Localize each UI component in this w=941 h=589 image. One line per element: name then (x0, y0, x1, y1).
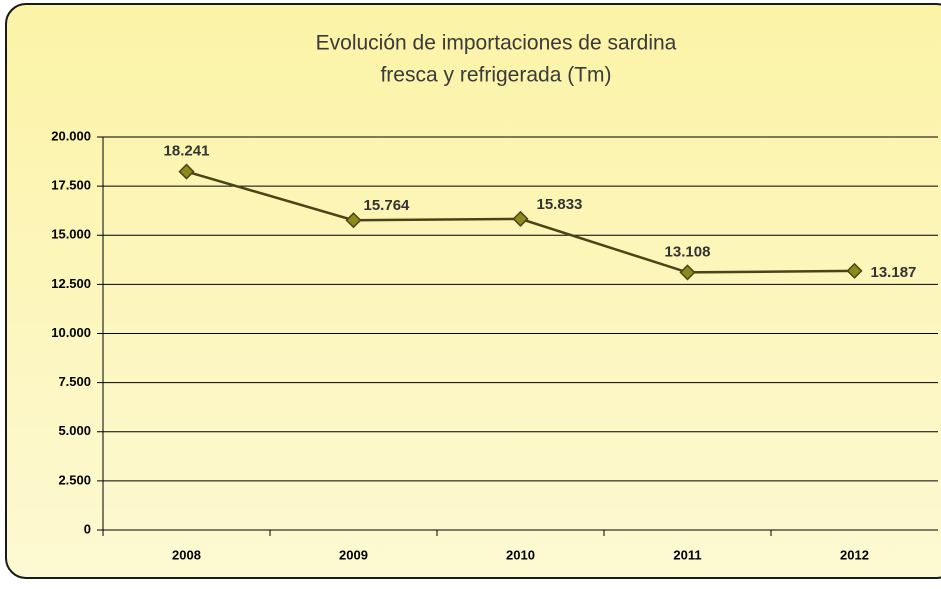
marker (679, 264, 696, 281)
data-label: 15.764 (364, 197, 411, 214)
y-tick-label: 17.500 (51, 178, 91, 193)
x-tick-label: 2012 (840, 547, 869, 562)
marker (178, 163, 195, 180)
data-label: 13.108 (665, 243, 711, 260)
x-tick-label: 2011 (673, 547, 701, 562)
y-tick-label: 20.000 (51, 128, 91, 143)
y-tick-label: 10.000 (51, 325, 91, 340)
marker (846, 262, 863, 279)
chart-title: Evolución de importaciones de sardina (316, 32, 677, 55)
x-tick-label: 2010 (506, 547, 535, 562)
data-label: 15.833 (537, 196, 583, 213)
x-tick-label: 2008 (172, 547, 201, 562)
data-label: 13.187 (871, 264, 917, 281)
y-tick-label: 12.500 (51, 276, 91, 291)
chart-frame (5, 3, 941, 579)
marker (345, 212, 362, 229)
y-tick-label: 15.000 (51, 227, 91, 242)
y-tick-label: 0 (84, 521, 91, 536)
data-label: 18.241 (164, 143, 210, 160)
y-tick-label: 5.000 (58, 423, 91, 438)
chart-title: fresca y refrigerada (Tm) (380, 64, 611, 87)
y-tick-label: 7.500 (58, 374, 91, 389)
y-tick-label: 2.500 (58, 472, 91, 487)
marker (512, 210, 529, 227)
x-tick-label: 2009 (339, 547, 368, 562)
